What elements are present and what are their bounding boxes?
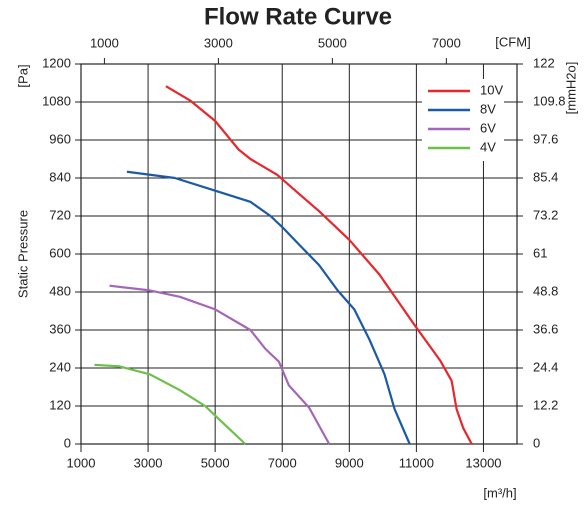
y2-tick-label: 109.8 bbox=[533, 93, 566, 108]
y2-axis-unit: [mmH2o] bbox=[563, 62, 578, 115]
x-tick-label: 3000 bbox=[134, 455, 163, 470]
x-tick-label: 9000 bbox=[335, 455, 364, 470]
y-tick-label: 960 bbox=[49, 131, 71, 146]
legend-label: 8V bbox=[480, 101, 496, 116]
y-axis-label: Static Pressure bbox=[15, 210, 30, 298]
x2-tick-label: 7000 bbox=[432, 35, 461, 50]
y-tick-label: 840 bbox=[49, 169, 71, 184]
x-tick-label: 11000 bbox=[399, 455, 434, 470]
y2-tick-label: 97.6 bbox=[533, 131, 558, 146]
legend-label: 10V bbox=[480, 82, 503, 97]
y-tick-label: 0 bbox=[64, 435, 71, 450]
x-axis-unit: [m³/h] bbox=[483, 485, 516, 500]
x2-tick-label: 1000 bbox=[90, 35, 119, 50]
y-tick-label: 360 bbox=[49, 321, 71, 336]
legend-label: 4V bbox=[480, 139, 496, 154]
y2-tick-label: 36.6 bbox=[533, 321, 558, 336]
x2-tick-label: 5000 bbox=[318, 35, 347, 50]
x2-tick-label: 3000 bbox=[204, 35, 233, 50]
x2-axis-unit: [CFM] bbox=[495, 34, 530, 49]
x-tick-label: 1000 bbox=[67, 455, 96, 470]
y-tick-label: 1080 bbox=[42, 93, 71, 108]
y-tick-label: 120 bbox=[49, 397, 71, 412]
x-tick-label: 13000 bbox=[465, 455, 501, 470]
x-tick-label: 7000 bbox=[268, 455, 297, 470]
series-line bbox=[109, 284, 331, 445]
y-tick-label: 480 bbox=[49, 283, 71, 298]
y-axis-unit: [Pa] bbox=[15, 64, 30, 87]
y-tick-label: 720 bbox=[49, 207, 71, 222]
y2-tick-label: 61 bbox=[533, 245, 547, 260]
y2-tick-label: 73.2 bbox=[533, 207, 558, 222]
y-tick-label: 240 bbox=[49, 359, 71, 374]
y2-tick-label: 85.4 bbox=[533, 169, 558, 184]
y2-tick-label: 24.4 bbox=[533, 359, 558, 374]
legend-label: 6V bbox=[480, 120, 496, 135]
series-line bbox=[94, 363, 247, 445]
x-tick-label: 5000 bbox=[201, 455, 230, 470]
y2-tick-label: 0 bbox=[533, 435, 540, 450]
y2-tick-label: 48.8 bbox=[533, 283, 558, 298]
y2-tick-label: 122 bbox=[533, 55, 555, 70]
series-line bbox=[126, 170, 411, 445]
y-tick-label: 600 bbox=[49, 245, 71, 260]
y-tick-label: 1200 bbox=[42, 55, 71, 70]
series-line bbox=[165, 85, 473, 445]
y2-tick-label: 12.2 bbox=[533, 397, 558, 412]
chart-title: Flow Rate Curve bbox=[204, 3, 392, 30]
